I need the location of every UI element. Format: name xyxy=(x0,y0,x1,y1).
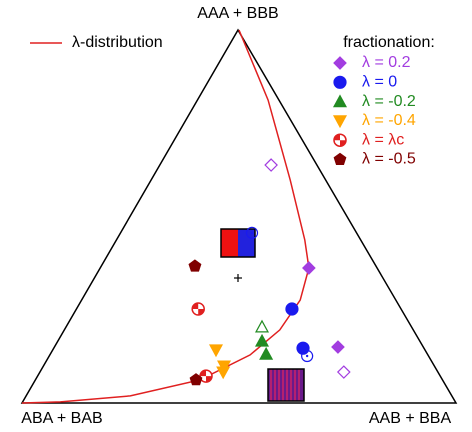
marker xyxy=(302,261,316,275)
marker-shape xyxy=(333,152,347,165)
marker xyxy=(332,94,348,108)
marker xyxy=(208,344,224,358)
marker xyxy=(254,333,270,347)
marker-shape xyxy=(333,56,347,70)
marker-shape xyxy=(259,346,274,360)
legend-label: λ = -0.5 xyxy=(362,151,416,168)
marker-shape xyxy=(245,226,259,240)
lambda-curve xyxy=(21,29,310,404)
legend-label: λ = -0.2 xyxy=(362,93,416,110)
marker xyxy=(331,340,345,354)
marker-shape xyxy=(332,94,348,108)
vertex-label: AAB + BBA xyxy=(369,410,452,427)
legend-label: λ = λc xyxy=(362,131,404,148)
triangle xyxy=(20,28,458,404)
marker-shape xyxy=(333,75,347,89)
marker xyxy=(264,158,278,172)
marker xyxy=(332,115,348,129)
legend-label: λ = -0.4 xyxy=(362,112,416,129)
marker-shape xyxy=(336,365,351,379)
marker xyxy=(333,152,347,165)
marker-shape xyxy=(188,259,202,272)
marker xyxy=(189,373,203,386)
marker-wedge xyxy=(200,370,213,383)
marker-shape xyxy=(285,302,299,316)
marker-shape xyxy=(254,333,270,347)
marker-dot xyxy=(250,231,254,235)
marker xyxy=(301,349,314,363)
marker xyxy=(245,226,259,240)
marker-shape xyxy=(264,158,278,172)
vertex-label: ABA + BAB xyxy=(21,410,102,427)
vertex-label: AAA + BBB xyxy=(197,5,278,22)
marker xyxy=(259,346,274,360)
marker-shape xyxy=(302,261,316,275)
marker-shape xyxy=(332,115,348,129)
marker xyxy=(333,56,347,70)
marker xyxy=(191,302,205,316)
striped-box xyxy=(267,368,305,402)
marker-wedge xyxy=(334,134,346,147)
marker-shape xyxy=(254,319,270,333)
split-box xyxy=(220,228,256,258)
marker xyxy=(188,259,202,272)
marker xyxy=(285,302,299,316)
marker-shape xyxy=(301,349,314,363)
marker xyxy=(199,369,213,383)
marker-shape xyxy=(208,344,224,358)
legend-label: λ-distribution xyxy=(72,34,163,51)
marker xyxy=(254,319,270,333)
legend-label: λ = 0 xyxy=(362,74,397,91)
marker-shape xyxy=(331,340,345,354)
marker-wedge xyxy=(192,303,205,316)
marker-shape xyxy=(216,366,231,380)
marker xyxy=(336,365,351,379)
marker xyxy=(333,75,347,89)
center-cross xyxy=(234,274,242,282)
marker-dot xyxy=(305,354,309,358)
legend-title: fractionation: xyxy=(343,34,435,51)
marker-shape xyxy=(189,373,203,386)
legend-label: λ = 0.2 xyxy=(362,54,411,71)
marker xyxy=(333,133,347,147)
marker xyxy=(216,366,231,380)
